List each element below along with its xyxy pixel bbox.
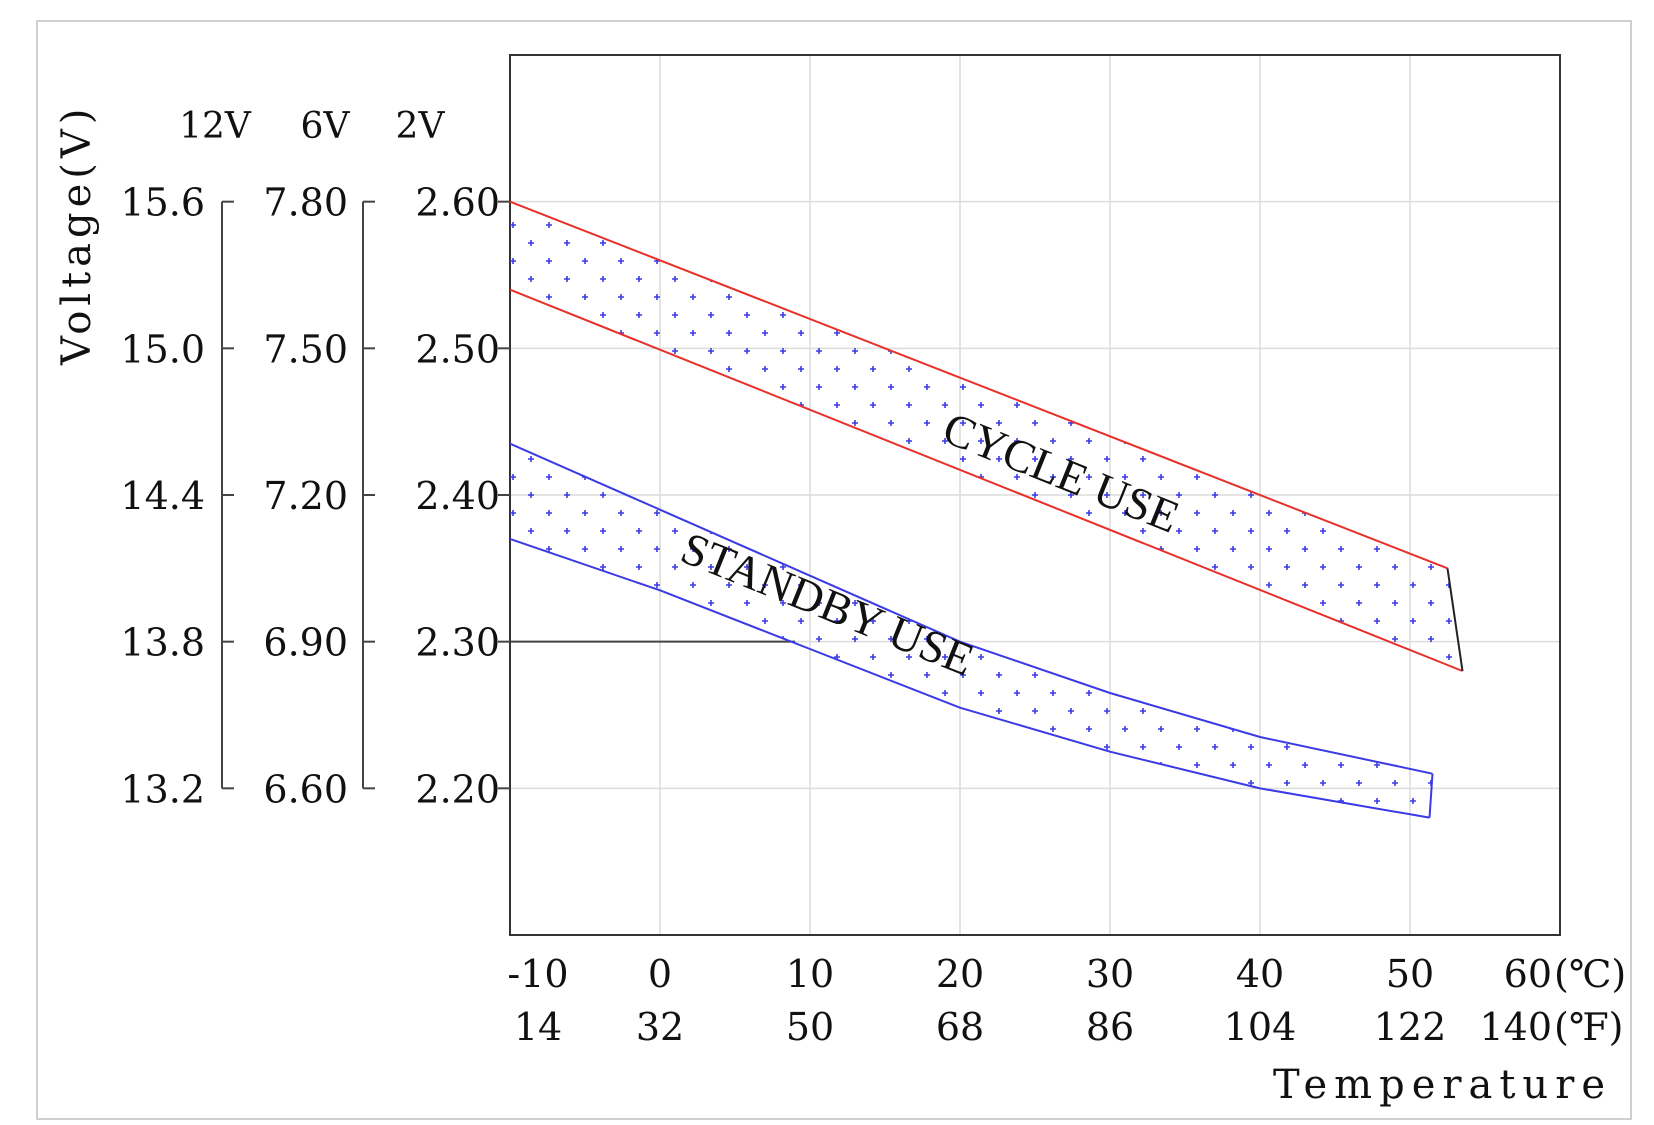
band-upper-line-cycle bbox=[510, 200, 1448, 570]
x-tick-label-celsius: 30 bbox=[1086, 952, 1134, 996]
band-end-line-standby bbox=[1428, 773, 1434, 818]
x-unit-celsius: (℃) bbox=[1554, 952, 1626, 996]
x-tick-label-fahrenheit: 104 bbox=[1224, 1005, 1297, 1049]
x-tick-label-fahrenheit: 86 bbox=[1086, 1005, 1134, 1049]
band-upper-line-standby bbox=[510, 442, 1433, 775]
y-tick-label: 15.6 bbox=[120, 181, 205, 225]
x-tick-label-celsius: 40 bbox=[1236, 952, 1284, 996]
x-tick-label-fahrenheit: 50 bbox=[786, 1005, 834, 1049]
y-tick-label: 7.20 bbox=[263, 474, 348, 518]
y-tick-label: 6.90 bbox=[263, 621, 348, 665]
y-tick-label: 7.50 bbox=[263, 327, 348, 371]
band-fill-standby bbox=[510, 443, 1433, 818]
band-end-line-cycle bbox=[1446, 568, 1464, 672]
x-tick-label-celsius: 10 bbox=[786, 952, 834, 996]
y-tick-label: 2.50 bbox=[415, 327, 500, 371]
y-system-label-12v: 12V bbox=[179, 106, 252, 147]
x-tick-label-fahrenheit: 68 bbox=[936, 1005, 984, 1049]
x-tick-label-celsius: 50 bbox=[1386, 952, 1434, 996]
y-tick-label: 2.40 bbox=[415, 474, 500, 518]
x-tick-label-celsius: 60 bbox=[1504, 952, 1552, 996]
band-lower-line-standby bbox=[510, 538, 1430, 819]
y-tick-label: 15.0 bbox=[120, 327, 205, 371]
y-tick-label: 2.20 bbox=[415, 767, 500, 811]
x-tick-label-celsius: 0 bbox=[648, 952, 672, 996]
x-unit-fahrenheit: (℉) bbox=[1554, 1005, 1623, 1049]
x-axis: -10 0 10 20 30 40 50 60 14 32 50 68 86 104 122 140(℃) (℉… bbox=[507, 952, 1626, 1049]
x-tick-label-celsius: -10 bbox=[507, 952, 568, 996]
y-system-label-2v: 2V bbox=[396, 106, 446, 147]
y-tick-label: 7.80 bbox=[263, 181, 348, 225]
y-axis-title: Voltage(V) bbox=[54, 104, 100, 366]
y-tick-label: 2.60 bbox=[415, 181, 500, 225]
y-tick-label: 6.60 bbox=[263, 767, 348, 811]
y-axes: 12V 6V 2V 15.6 15.0 14.4 13.8 13.2 7.80 7.50 7.20 6… bbox=[120, 106, 510, 811]
y-tick-label: 13.2 bbox=[120, 767, 205, 811]
x-tick-label-fahrenheit: 122 bbox=[1374, 1005, 1447, 1049]
y-system-label-6v: 6V bbox=[301, 106, 351, 147]
x-tick-label-celsius: 20 bbox=[936, 952, 984, 996]
y-tick-label: 14.4 bbox=[120, 474, 205, 518]
x-tick-label-fahrenheit: 14 bbox=[514, 1005, 562, 1049]
band-fill-cycle bbox=[510, 201, 1463, 671]
x-tick-label-fahrenheit: 32 bbox=[636, 1005, 684, 1049]
band-lower-line-cycle bbox=[510, 288, 1463, 672]
y-tick-label: 2.30 bbox=[415, 621, 500, 665]
x-axis-title: Temperature bbox=[1273, 1062, 1612, 1108]
x-tick-label-fahrenheit: 140 bbox=[1479, 1005, 1552, 1049]
bands bbox=[510, 200, 1464, 819]
y-tick-label: 13.8 bbox=[120, 621, 205, 665]
